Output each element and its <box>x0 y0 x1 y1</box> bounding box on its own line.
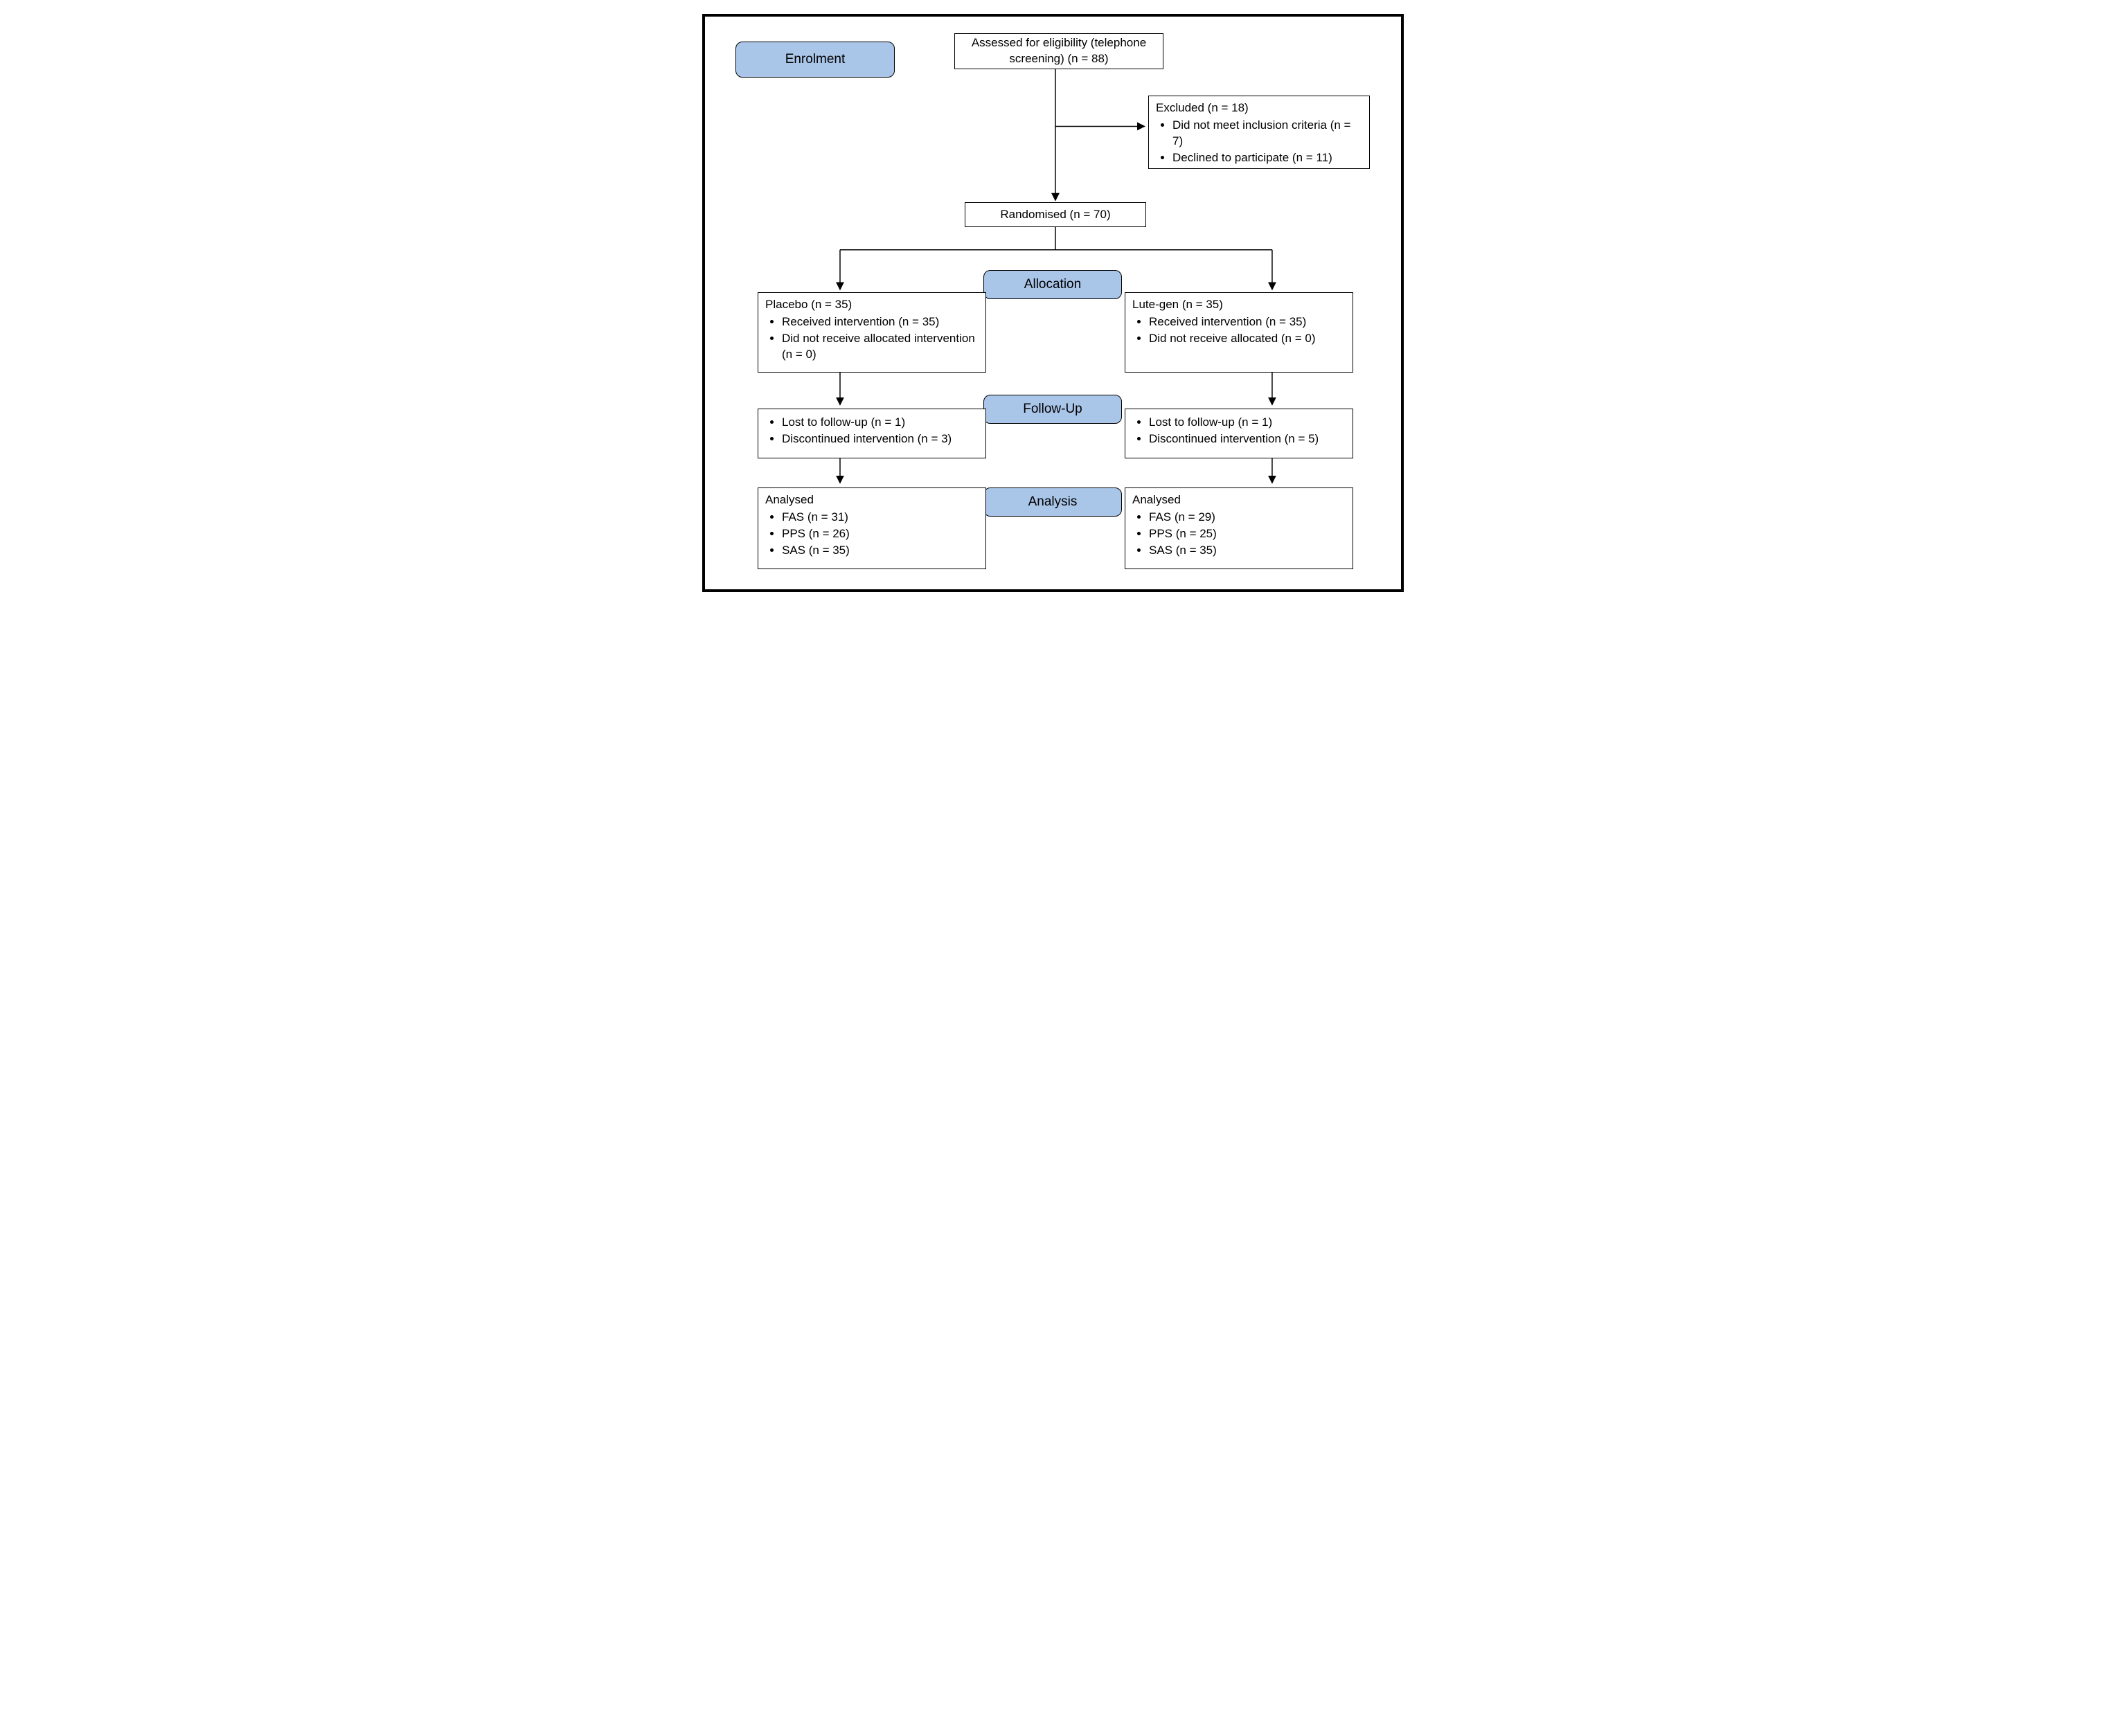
node-placebo_alloc: Placebo (n = 35)Received intervention (n… <box>758 292 986 373</box>
stage-followup: Follow-Up <box>983 395 1122 424</box>
stage-analysis: Analysis <box>983 487 1122 517</box>
node-lute_an: AnalysedFAS (n = 29)PPS (n = 25)SAS (n =… <box>1125 487 1353 569</box>
node-randomised: Randomised (n = 70) <box>965 202 1146 227</box>
stage-allocation: Allocation <box>983 270 1122 299</box>
node-placebo_an: AnalysedFAS (n = 31)PPS (n = 26)SAS (n =… <box>758 487 986 569</box>
node-placebo_fu: Lost to follow-up (n = 1)Discontinued in… <box>758 409 986 458</box>
node-lute_alloc: Lute-gen (n = 35)Received intervention (… <box>1125 292 1353 373</box>
stage-enrolment: Enrolment <box>735 42 895 78</box>
node-excluded: Excluded (n = 18)Did not meet inclusion … <box>1148 96 1370 169</box>
flowchart-canvas: Enrolment Allocation Follow-Up Analysis Asse… <box>702 14 1404 592</box>
node-lute_fu: Lost to follow-up (n = 1)Discontinued in… <box>1125 409 1353 458</box>
node-assessed: Assessed for eligibility (telephone scre… <box>954 33 1163 69</box>
